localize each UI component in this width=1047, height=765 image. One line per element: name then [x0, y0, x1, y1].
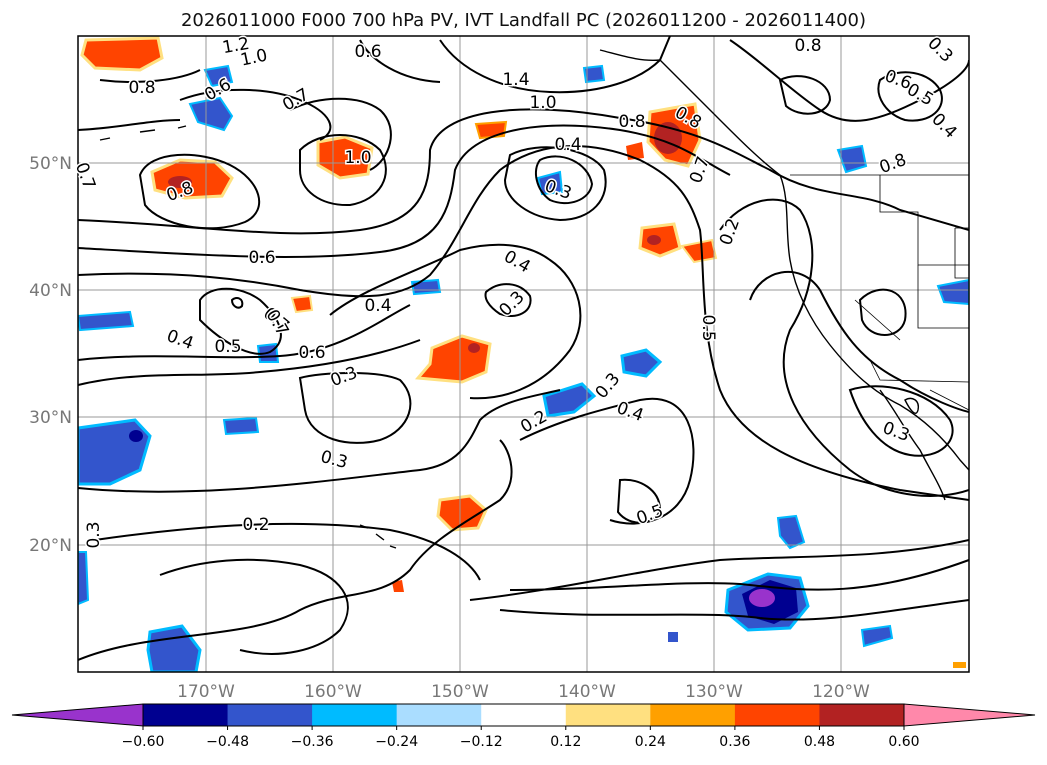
colorbar-outline	[142, 703, 905, 727]
contour-label: 1.0	[239, 45, 270, 70]
contour-label: 0.6	[248, 248, 275, 268]
negative-anomaly-shade	[78, 418, 152, 486]
lon-label: 150°W	[431, 682, 489, 702]
positive-anomaly-shade	[290, 294, 314, 314]
positive-anomaly-shade	[150, 158, 234, 200]
negative-anomaly-shade	[203, 64, 234, 88]
contour-label: 0.8	[794, 36, 821, 56]
colorbar-tick-label: −0.48	[206, 734, 249, 750]
colorbar-segment	[565, 704, 651, 726]
lat-label: 30°N	[29, 408, 72, 428]
negative-anomaly-shade	[410, 278, 442, 296]
colorbar-tick-label: −0.24	[375, 734, 418, 750]
positive-anomaly-shade	[80, 36, 164, 72]
contour-label: 0.4	[554, 135, 581, 155]
colorbar-tick-label: 0.12	[550, 734, 581, 750]
graticule	[78, 36, 969, 672]
contour-label: 0.6	[298, 343, 325, 363]
positive-anomaly-shade	[414, 334, 492, 384]
contour-label: 0.3	[84, 521, 104, 548]
negative-anomaly-shade	[582, 64, 606, 84]
positive-anomaly-shade	[474, 120, 508, 140]
axis-labels: 170°W 160°W 150°W 140°W 130°W 120°W 50°N…	[29, 154, 870, 702]
negative-anomaly-shade	[936, 278, 969, 306]
lon-label: 160°W	[304, 682, 362, 702]
contour-label: 0.5	[214, 337, 241, 357]
colorbar-tick-label: 0.48	[804, 734, 835, 750]
contour-label: 0.4	[164, 326, 196, 354]
political-borders	[790, 174, 970, 411]
colorbar-segment	[481, 704, 567, 726]
contour-label: 0.3	[592, 369, 625, 403]
colorbar-tick-label: −0.12	[460, 734, 503, 750]
colorbar-tick-label: 0.24	[635, 734, 666, 750]
colorbar: −0.60 −0.48 −0.36 −0.24 −0.12 0.12 0.24 0.36 0.4…	[11, 703, 1036, 750]
lon-label: 120°W	[812, 682, 870, 702]
lon-label: 130°W	[685, 682, 743, 702]
coastlines	[99, 49, 969, 549]
negative-anomaly-shade	[776, 514, 806, 550]
colorbar-segment	[650, 704, 736, 726]
negative-anomaly-shade	[222, 416, 260, 436]
contour-label: 0.2	[242, 515, 269, 535]
colorbar-segment	[312, 704, 398, 726]
contour-label: 1.0	[529, 93, 556, 113]
contour-label: 0.7	[279, 85, 312, 116]
contour-label: 0.3	[923, 33, 956, 66]
pv-contours	[78, 36, 969, 661]
colorbar-tick-label: 0.36	[719, 734, 750, 750]
pc-shading	[78, 36, 969, 672]
lat-label: 40°N	[29, 281, 72, 301]
colorbar-segment	[734, 704, 820, 726]
contour-label: 0.4	[500, 247, 533, 278]
colorbar-segment	[143, 704, 229, 726]
contour-label: 0.2	[716, 216, 744, 248]
lat-label: 20°N	[29, 536, 72, 556]
contour-label: 0.8	[618, 112, 645, 132]
colorbar-segment	[227, 704, 313, 726]
contour-label: 0.5	[698, 314, 718, 341]
lon-label: 140°W	[558, 682, 616, 702]
lat-label: 50°N	[29, 154, 72, 174]
contour-label: 0.3	[495, 287, 528, 320]
contour-label: 0.7	[71, 160, 99, 192]
contour-label: 0.4	[614, 398, 646, 426]
negative-anomaly-shade	[542, 382, 597, 418]
contour-label: 0.3	[318, 447, 349, 473]
contour-label: 0.4	[364, 296, 391, 316]
contour-label: 0.8	[128, 78, 155, 98]
negative-anomaly-shade	[620, 348, 663, 378]
contour-label: 1.4	[502, 70, 529, 90]
colorbar-segment	[819, 704, 905, 726]
map-frame	[77, 35, 970, 673]
negative-anomaly-shade	[836, 144, 868, 174]
positive-anomaly-shade	[316, 135, 374, 180]
colorbar-tick-label: −0.60	[122, 734, 165, 750]
contour-label: 0.8	[877, 150, 909, 178]
colorbar-segment	[396, 704, 482, 726]
contour-label: 0.3	[542, 176, 574, 204]
positive-anomaly-shade	[436, 494, 488, 532]
colorbar-extend-high	[903, 703, 1036, 727]
negative-anomaly-shade	[146, 624, 202, 672]
positive-anomaly-shade	[680, 238, 718, 264]
negative-anomaly-shade	[78, 310, 135, 332]
negative-anomaly-shade	[78, 551, 90, 606]
contour-label: 1.0	[344, 148, 371, 168]
colorbar-tick-label: −0.36	[291, 734, 334, 750]
contour-label: 0.5	[634, 501, 666, 529]
colorbar-extend-low	[11, 703, 144, 727]
positive-anomaly-shade	[392, 580, 404, 592]
map-title: 2026011000 F000 700 hPa PV, IVT Landfall…	[180, 10, 867, 31]
negative-anomaly-shade	[188, 96, 234, 132]
contour-label: 0.6	[354, 42, 381, 62]
positive-anomaly-shade	[953, 662, 966, 668]
colorbar-tick-label: 0.60	[888, 734, 919, 750]
contour-label: 0.3	[880, 418, 912, 446]
lon-label: 170°W	[177, 682, 235, 702]
negative-anomaly-shade	[860, 624, 894, 648]
negative-anomaly-shade	[668, 632, 678, 642]
